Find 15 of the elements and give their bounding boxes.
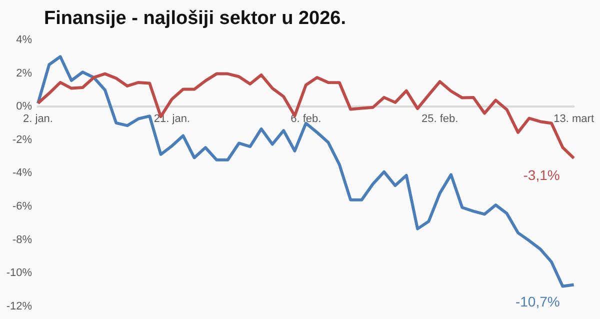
- y-tick-label: -2%: [12, 134, 32, 146]
- y-tick-label: -8%: [12, 234, 32, 246]
- y-tick-label: -4%: [12, 167, 32, 180]
- chart-title: Finansije - najlošiji sektor u 2026.: [44, 8, 346, 30]
- annotation: -3,1%: [523, 167, 560, 184]
- y-tick-label: -10%: [6, 267, 32, 280]
- x-tick-label: 2. jan.: [23, 113, 53, 126]
- y-tick-label: -6%: [12, 200, 32, 213]
- annotation: -10,7%: [515, 294, 560, 310]
- y-tick-label: -12%: [6, 300, 32, 312]
- y-tick-label: 4%: [16, 34, 32, 46]
- y-tick-label: 2%: [16, 67, 32, 80]
- x-tick-label: 13. mart: [554, 113, 594, 126]
- x-tick-label: 25. feb.: [422, 113, 458, 126]
- y-tick-label: 0%: [16, 100, 32, 113]
